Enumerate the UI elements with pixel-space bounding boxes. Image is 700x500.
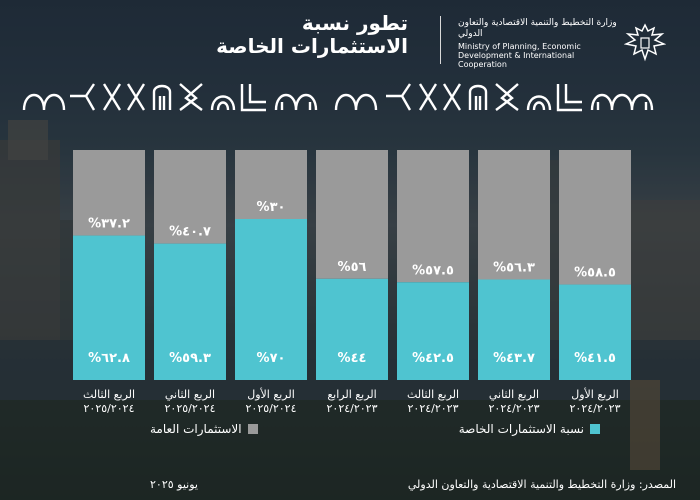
data-label-private: %٤١.٥ (574, 351, 616, 366)
source-note: المصدر: وزارة التخطيط والتنمية الاقتصادي… (407, 478, 676, 491)
category-label-quarter: الربع الأول (571, 387, 619, 401)
bar-private-segment (559, 284, 631, 380)
bar-private-segment (478, 279, 550, 380)
bar-public-segment (316, 150, 388, 279)
category-label-fiscal-year: ٢٠٢٤/٢٠٢٣ (489, 402, 540, 415)
category-label-fiscal-year: ٢٠٢٥/٢٠٢٤ (246, 402, 297, 415)
title-line-2: الاستثمارات الخاصة (216, 34, 408, 58)
category-label-fiscal-year: ٢٠٢٥/٢٠٢٤ (84, 402, 135, 415)
bar-public-segment (559, 150, 631, 285)
legend-swatch-public (247, 424, 258, 434)
ministry-name-english: Ministry of Planning, Economic Developme… (458, 41, 581, 69)
data-label-private: %٤٤ (338, 351, 367, 366)
data-label-private: %٦٢.٨ (88, 351, 130, 366)
category-label-fiscal-year: ٢٠٢٥/٢٠٢٤ (165, 402, 216, 415)
data-label-private: %٧٠ (257, 351, 286, 366)
publication-date: يونيو ٢٠٢٥ (150, 478, 198, 491)
legend-item-private: نسبة الاستثمارات الخاصة (459, 422, 600, 436)
header-divider (440, 16, 441, 64)
bar-public-segment (478, 150, 550, 280)
data-label-public: %٥٦.٣ (493, 260, 535, 275)
bar-public-segment (397, 150, 469, 283)
title-line-1: تطور نسبة (301, 11, 408, 35)
data-label-public: %٥٨.٥ (574, 266, 616, 281)
category-label-quarter: الربع الثاني (165, 388, 215, 401)
bar-private-segment (316, 278, 388, 380)
footer: المصدر: وزارة التخطيط والتنمية الاقتصادي… (0, 474, 700, 494)
bar-private-segment (235, 219, 307, 380)
chart-legend: نسبة الاستثمارات الخاصة الاستثمارات العا… (150, 422, 600, 442)
bar-public-segment (235, 150, 307, 219)
data-label-public: %٣٧.٢ (88, 217, 130, 232)
category-label-fiscal-year: ٢٠٢٤/٢٠٢٣ (327, 402, 378, 415)
data-label-public: %٥٧.٥ (412, 263, 454, 278)
decorative-pattern-band (22, 83, 654, 112)
bar-public-segment (154, 150, 226, 244)
bar-private-segment (73, 235, 145, 380)
category-label-fiscal-year: ٢٠٢٤/٢٠٢٣ (570, 402, 621, 415)
bar-private-segment (154, 243, 226, 380)
category-label-quarter: الربع الثالث (83, 388, 135, 401)
legend-swatch-private (590, 424, 600, 434)
page-title: تطور نسبة الاستثمارات الخاصة (148, 12, 408, 58)
data-label-private: %٥٩.٣ (169, 351, 211, 366)
category-label-quarter: الربع الثاني (489, 388, 539, 401)
data-label-public: %٤٠.٧ (169, 225, 211, 240)
legend-label-private: نسبة الاستثمارات الخاصة (458, 422, 584, 436)
bar-private-segment (397, 282, 469, 380)
category-label-quarter: الربع الثالث (407, 388, 459, 401)
category-label-quarter: الربع الرابع (327, 388, 376, 401)
ministry-name: وزارة التخطيط والتنمية الاقتصادية والتعا… (458, 18, 618, 69)
data-label-private: %٤٢.٥ (412, 351, 454, 366)
header: تطور نسبة الاستثمارات الخاصة وزارة التخط… (0, 0, 700, 80)
bar-public-segment (73, 150, 145, 236)
ministry-name-arabic: وزارة التخطيط والتنمية الاقتصادية والتعا… (458, 18, 617, 39)
category-label-quarter: الربع الأول (247, 387, 295, 401)
category-label-fiscal-year: ٢٠٢٤/٢٠٢٣ (408, 402, 459, 415)
data-label-public: %٣٠ (257, 200, 286, 215)
legend-item-public: الاستثمارات العامة (150, 422, 258, 436)
legend-label-public: الاستثمارات العامة (150, 422, 242, 436)
data-label-public: %٥٦ (338, 260, 367, 275)
eagle-emblem-icon (624, 23, 666, 62)
data-label-private: %٤٣.٧ (493, 351, 535, 366)
